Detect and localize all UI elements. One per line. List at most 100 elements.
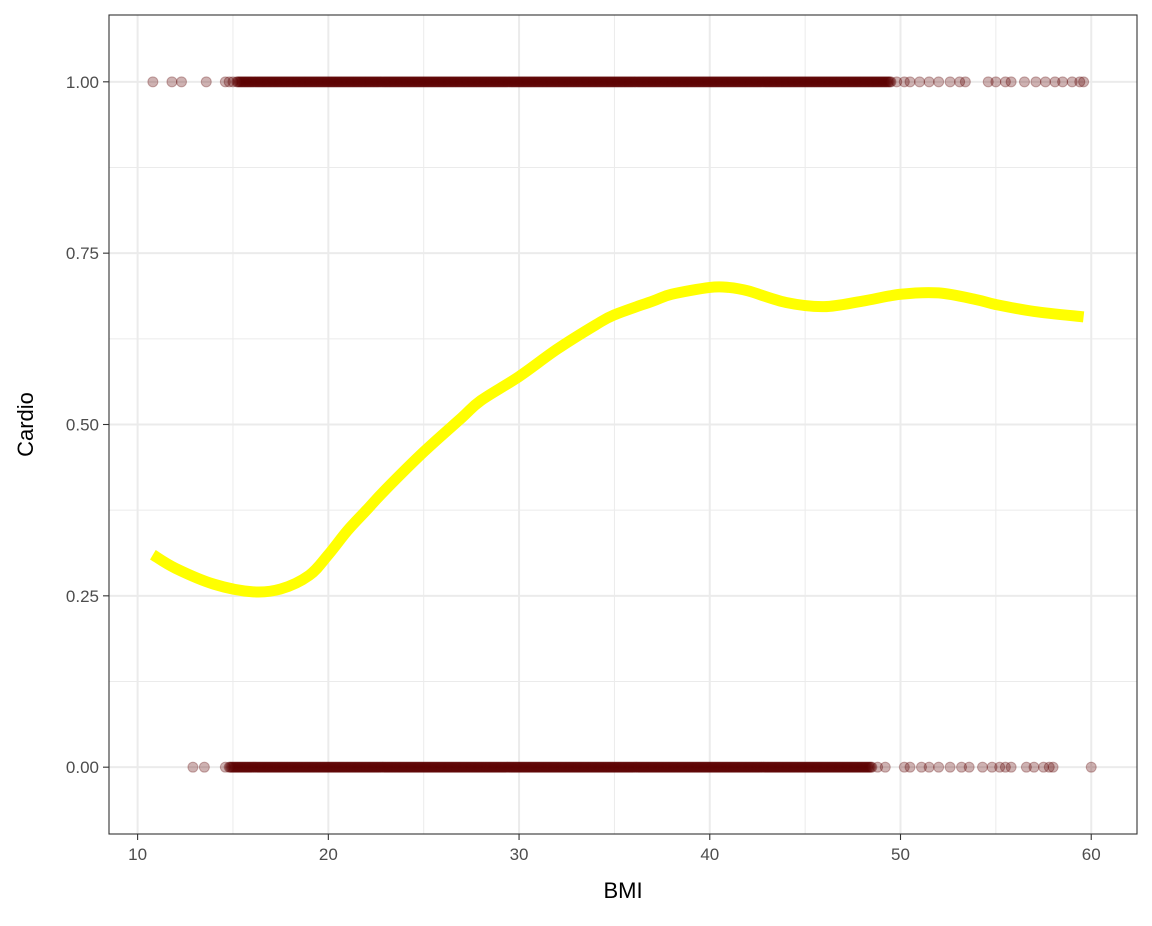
data-point	[416, 76, 428, 88]
data-point	[391, 76, 403, 88]
data-point	[635, 761, 647, 773]
data-point	[687, 76, 699, 88]
data-point	[742, 76, 754, 88]
data-point	[1047, 761, 1059, 773]
data-point	[231, 76, 243, 88]
data-point	[828, 76, 840, 88]
data-point	[463, 76, 475, 88]
data-point	[839, 76, 851, 88]
data-point	[629, 761, 641, 773]
data-point	[418, 761, 430, 773]
data-point	[309, 76, 321, 88]
data-point	[269, 761, 281, 773]
data-point	[772, 76, 784, 88]
data-point	[409, 76, 421, 88]
data-point	[235, 761, 247, 773]
data-point	[483, 761, 495, 773]
data-point	[561, 76, 573, 88]
data-point	[712, 76, 724, 88]
data-point	[446, 76, 458, 88]
data-point	[413, 76, 425, 88]
data-point	[692, 76, 704, 88]
data-point	[430, 76, 442, 88]
data-point	[630, 76, 642, 88]
data-point	[431, 76, 443, 88]
data-point	[512, 76, 524, 88]
data-point	[521, 76, 533, 88]
data-point	[813, 761, 825, 773]
data-point	[613, 76, 625, 88]
data-point	[648, 76, 660, 88]
data-point	[434, 76, 446, 88]
data-point	[353, 76, 365, 88]
data-point	[462, 76, 474, 88]
data-point	[652, 76, 664, 88]
data-point	[635, 76, 647, 88]
data-point	[495, 76, 507, 88]
data-point	[639, 761, 651, 773]
data-point	[742, 761, 754, 773]
data-point	[786, 76, 798, 88]
data-point	[440, 76, 452, 88]
data-point	[812, 761, 824, 773]
data-point	[502, 761, 514, 773]
data-point	[644, 76, 656, 88]
data-point	[337, 76, 349, 88]
data-point	[727, 76, 739, 88]
data-point	[767, 761, 779, 773]
data-point	[472, 76, 484, 88]
data-point	[328, 76, 340, 88]
data-point	[231, 761, 243, 773]
data-point	[1020, 761, 1032, 773]
data-point	[242, 761, 254, 773]
data-point	[830, 76, 842, 88]
data-point	[650, 761, 662, 773]
data-point	[608, 761, 620, 773]
data-point	[1066, 76, 1078, 88]
data-point	[488, 761, 500, 773]
data-point	[290, 76, 302, 88]
data-point	[562, 761, 574, 773]
data-point	[540, 761, 552, 773]
data-point	[501, 761, 513, 773]
data-point	[511, 761, 523, 773]
data-point	[682, 761, 694, 773]
data-point	[387, 761, 399, 773]
data-point	[386, 76, 398, 88]
data-point	[782, 76, 794, 88]
data-point	[675, 76, 687, 88]
data-point	[866, 76, 878, 88]
data-point	[762, 761, 774, 773]
data-point	[604, 76, 616, 88]
data-point	[545, 76, 557, 88]
data-point	[305, 76, 317, 88]
data-point	[297, 761, 309, 773]
data-point	[490, 761, 502, 773]
data-point	[801, 761, 813, 773]
data-point	[592, 76, 604, 88]
data-point	[528, 761, 540, 773]
data-point	[247, 76, 259, 88]
data-point	[745, 76, 757, 88]
data-point	[275, 76, 287, 88]
data-point	[283, 76, 295, 88]
data-point	[662, 761, 674, 773]
data-point	[420, 76, 432, 88]
data-point	[587, 76, 599, 88]
data-point	[685, 761, 697, 773]
data-point	[716, 76, 728, 88]
data-point	[864, 76, 876, 88]
data-point	[859, 761, 871, 773]
data-point	[739, 761, 751, 773]
data-point	[794, 76, 806, 88]
data-point	[418, 76, 430, 88]
data-point	[848, 761, 860, 773]
data-point	[415, 761, 427, 773]
data-point	[542, 761, 554, 773]
data-point	[718, 761, 730, 773]
data-point	[263, 761, 275, 773]
data-point	[657, 761, 669, 773]
data-point	[593, 76, 605, 88]
data-point	[676, 761, 688, 773]
